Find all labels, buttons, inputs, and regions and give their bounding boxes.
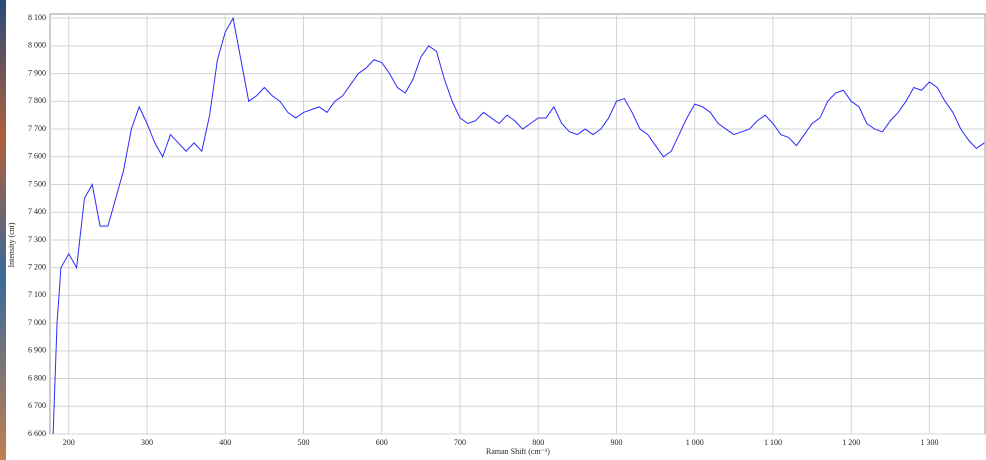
x-tick-label: 500: [298, 438, 310, 447]
x-tick-label: 400: [219, 438, 231, 447]
x-axis-label: Raman Shift (cm⁻¹): [486, 447, 550, 456]
x-tick-label: 300: [141, 438, 153, 447]
y-tick-label: 8 000: [28, 41, 46, 50]
y-tick-label: 6 700: [28, 401, 46, 410]
y-tick-label: 7 200: [28, 262, 46, 271]
spectrum-line: [52, 16, 985, 435]
y-tick-label: 7 300: [28, 235, 46, 244]
y-tick-label: 7 500: [28, 179, 46, 188]
y-tick-label: 7 900: [28, 68, 46, 77]
y-tick-label: 7 400: [28, 207, 46, 216]
y-tick-label: 7 600: [28, 152, 46, 161]
x-tick-label: 600: [376, 438, 388, 447]
y-tick-label: 7 800: [28, 96, 46, 105]
plot-area: [49, 13, 986, 435]
x-tick-label: 700: [454, 438, 466, 447]
x-tick-label: 1 100: [764, 438, 782, 447]
side-image: [0, 0, 6, 460]
x-tick-label: 1 300: [920, 438, 938, 447]
y-tick-label: 6 800: [28, 373, 46, 382]
x-tick-label: 900: [610, 438, 622, 447]
y-tick-label: 7 000: [28, 318, 46, 327]
y-tick-label: 6 900: [28, 346, 46, 355]
x-tick-label: 1 000: [686, 438, 704, 447]
x-tick-label: 800: [532, 438, 544, 447]
y-axis-label: Intensity (cnt): [7, 222, 16, 267]
y-tick-label: 6 600: [28, 429, 46, 438]
y-tick-label: 7 700: [28, 124, 46, 133]
x-tick-label: 1 200: [842, 438, 860, 447]
x-tick-label: 200: [63, 438, 75, 447]
y-tick-label: 7 100: [28, 290, 46, 299]
y-tick-label: 8 100: [28, 13, 46, 22]
